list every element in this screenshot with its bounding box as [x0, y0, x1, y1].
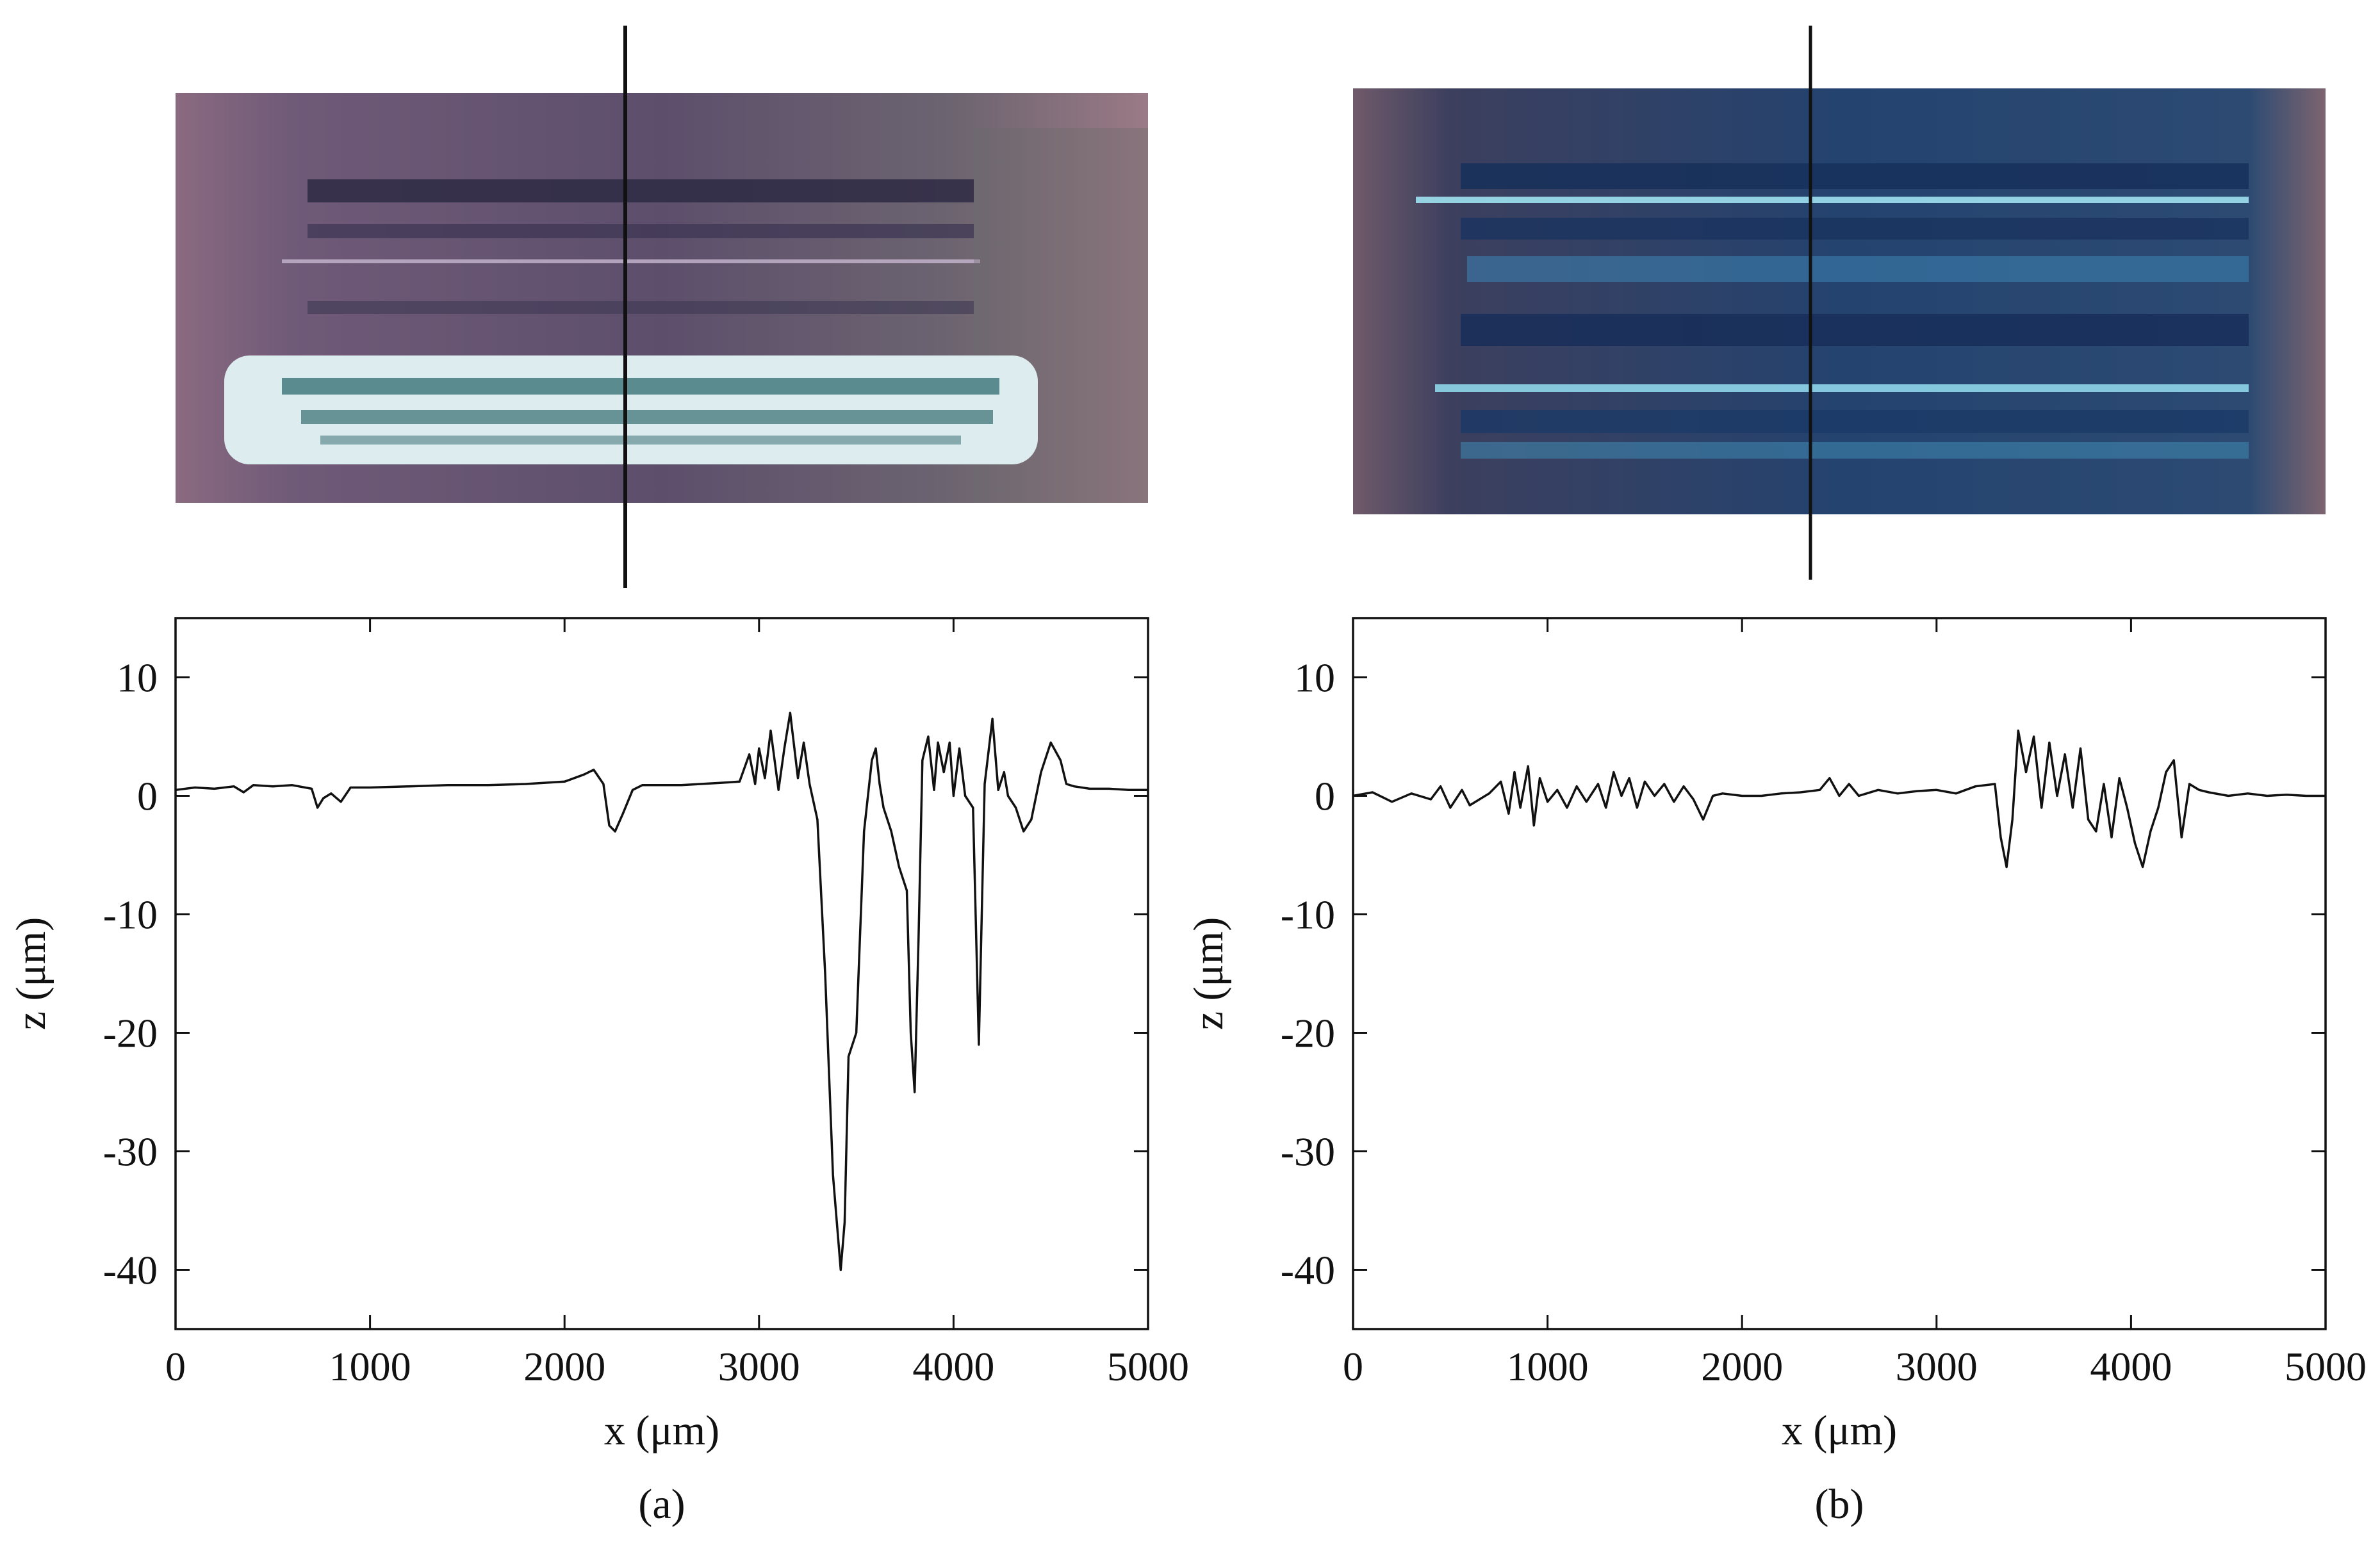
- x-tick-label: 0: [165, 1344, 186, 1389]
- y-tick-label: -40: [103, 1248, 158, 1293]
- y-tick-label: 0: [137, 774, 158, 819]
- photo-a-scratch: [282, 259, 980, 263]
- photo-a-wear-groove: [301, 410, 993, 424]
- caption-a: (a): [638, 1481, 685, 1528]
- y-tick-label: -10: [103, 892, 158, 938]
- x-tick-label: 5000: [2285, 1344, 2367, 1389]
- photo-a-dark-stripe: [308, 301, 974, 314]
- y-tick-label: -10: [1281, 892, 1335, 938]
- x-tick-label: 2000: [1701, 1344, 1783, 1389]
- y-tick-label: 0: [1315, 774, 1335, 819]
- x-tick-label: 2000: [523, 1344, 605, 1389]
- photo-b-bright-scratch: [1435, 384, 2249, 392]
- x-tick-label: 1000: [329, 1344, 411, 1389]
- x-axis-label: x (μm): [604, 1407, 719, 1454]
- photo-b-dark-stripe: [1461, 314, 2249, 346]
- profile-chart-a: 0 1000 2000 3000 4000 5000 10 0 -10 -20 -30 -40 x (μ…: [8, 617, 1189, 1454]
- photo-a-dark-stripe: [308, 179, 974, 202]
- x-tick-label: 5000: [1107, 1344, 1189, 1389]
- photo-b-bright-scratch: [1416, 197, 2249, 203]
- y-tick-label: -20: [1281, 1011, 1335, 1056]
- y-axis-label: z (μm): [8, 917, 54, 1030]
- x-tick-label: 4000: [912, 1344, 994, 1389]
- y-tick-label: -30: [103, 1129, 158, 1175]
- photo-b: [1353, 88, 2326, 514]
- x-tick-label: 0: [1343, 1344, 1363, 1389]
- x-tick-label: 3000: [718, 1344, 800, 1389]
- photo-b-light-band: [1467, 256, 2249, 282]
- caption-b: (b): [1815, 1481, 1864, 1528]
- y-tick-label: 10: [1294, 655, 1335, 701]
- photo-b-dark-stripe: [1461, 410, 2249, 433]
- photo-b-light-band: [1461, 442, 2249, 459]
- profile-series-line: [1352, 730, 2326, 869]
- y-tick-label: -30: [1281, 1129, 1335, 1175]
- profile-chart-b: 0 1000 2000 3000 4000 5000 10 0 -10 -20 -30 -40 x (μ…: [1185, 617, 2367, 1454]
- plot-frame: [1352, 617, 2327, 1330]
- x-tick-label: 1000: [1507, 1344, 1589, 1389]
- photo-a-wear-groove: [320, 436, 961, 445]
- photo-a-dark-stripe: [308, 224, 974, 238]
- y-axis-label: z (μm): [1185, 917, 1232, 1030]
- photo-b-dark-stripe: [1461, 163, 2249, 189]
- photo-a-wear-groove: [282, 378, 999, 395]
- y-tick-label: 10: [117, 655, 158, 701]
- photo-a: [176, 93, 1148, 503]
- y-tick-label: -40: [1281, 1248, 1335, 1293]
- y-tick-label: -20: [103, 1011, 158, 1056]
- x-axis-label: x (μm): [1782, 1407, 1897, 1454]
- profile-series-line: [175, 712, 1148, 1271]
- photo-b-dark-stripe: [1461, 218, 2249, 240]
- x-tick-label: 3000: [1896, 1344, 1978, 1389]
- plot-frame: [174, 617, 1149, 1330]
- x-tick-label: 4000: [2090, 1344, 2172, 1389]
